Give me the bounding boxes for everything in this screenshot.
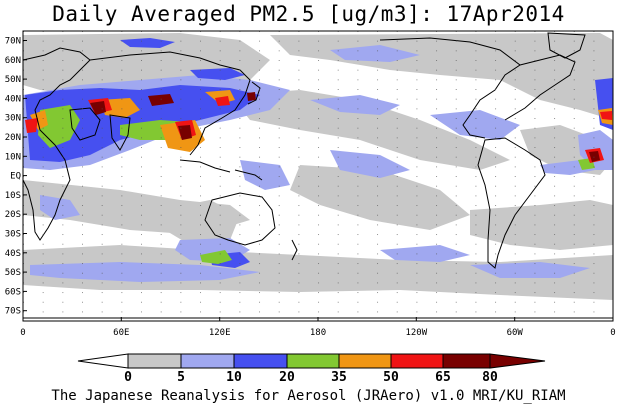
colorbar-segment [233,353,288,369]
lon-tick-label: 0 [20,328,25,338]
lat-tick-label: 40N [5,94,21,104]
lat-tick-label: 60S [5,287,21,297]
lat-tick-label: 10S [5,191,21,201]
lon-tick-label: 60E [113,328,129,338]
colorbar-label: 65 [435,370,451,385]
colorbar-segment [390,353,444,369]
colorbar: 0 5 10 20 35 50 65 80 [77,353,546,385]
colorbar-label: 35 [331,370,347,385]
lat-tick-label: EQ [10,172,21,182]
lat-tick-label: 20N [5,133,21,143]
colorbar-label: 50 [383,370,399,385]
lon-tick-label: 180 [310,328,326,338]
lat-tick-label: 40S [5,249,21,259]
lat-tick-label: 30S [5,230,21,240]
lat-tick-label: 60N [5,56,21,66]
colorbar-label: 10 [226,370,242,385]
lat-tick-label: 30N [5,114,21,124]
colorbar-segment [442,353,491,369]
credit-line: The Japanese Reanalysis for Aerosol (JRA… [51,388,566,404]
lon-tick-label: 60W [507,328,524,338]
lon-tick-label: 120E [209,328,231,338]
colorbar-segment [338,353,392,369]
lat-tick-label: 50N [5,75,21,85]
longitude-ticks: 0 60E 120E 180 120W 60W 0 [20,317,616,338]
colorbar-label: 5 [177,370,185,385]
colorbar-segment [127,353,182,369]
colorbar-label: 80 [482,370,498,385]
lat-tick-label: 20S [5,210,21,220]
lon-tick-label: 0 [610,328,615,338]
colorbar-segment [286,353,340,369]
lon-tick-label: 120W [405,328,427,338]
latitude-ticks: 70N 60N 50N 40N 30N 20N 10N EQ 10S 20S 30S 40S 50S 60… [5,37,27,317]
colorbar-lower-arrow [77,353,129,369]
lat-tick-label: 50S [5,268,21,278]
lat-tick-label: 10N [5,152,21,162]
colorbar-segment [180,353,235,369]
map-field [23,31,613,321]
lat-tick-label: 70S [5,307,21,317]
colorbar-label: 20 [279,370,295,385]
colorbar-upper-arrow [489,353,546,369]
colorbar-label: 0 [124,370,132,385]
lat-tick-label: 70N [5,37,21,47]
map-title: Daily Averaged PM2.5 [ug/m3]: 17Apr2014 [52,2,565,26]
